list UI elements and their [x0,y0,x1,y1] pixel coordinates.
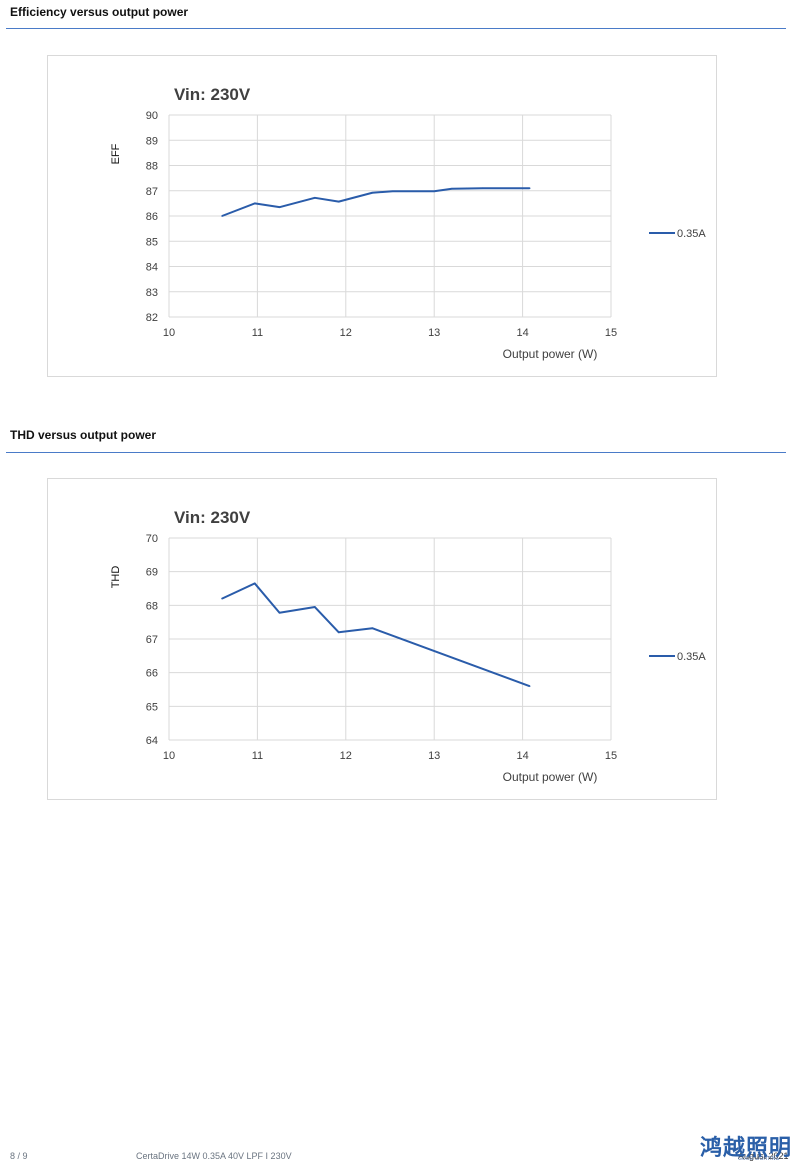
data-point [371,627,374,630]
data-point [314,197,316,199]
y-tick-label: 90 [146,110,158,122]
data-point [482,187,484,190]
y-tick-label: 64 [146,735,158,747]
y-tick-label: 67 [146,634,158,646]
y-tick-label: 87 [146,186,158,198]
data-point [451,187,453,190]
data-point [221,597,223,600]
chart-svg-efficiency: Vin: 230V 10 11 12 13 14 15 82 83 84 85 86 87 88 89 90 O… [110,85,706,361]
y-tick-label: 84 [146,262,158,274]
x-tick-label: 14 [516,750,528,762]
footer-document-name: CertaDrive 14W 0.35A 40V LPF I 230V [136,1151,292,1161]
data-point [528,685,531,687]
series-line-1 [221,582,531,688]
data-point [433,190,436,193]
x-tick-label: 10 [163,327,175,339]
y-axis-label: EFF [110,143,122,164]
x-tick-label: 12 [340,750,352,762]
y-tick-label: 82 [146,312,158,324]
y-tick-label: 70 [146,533,158,545]
data-point [253,582,256,585]
y-tick-label: 66 [146,668,158,680]
footer-page-number: 8 / 9 [10,1151,28,1161]
chart-title: Vin: 230V [174,508,251,527]
x-tick-label: 13 [428,327,440,339]
x-tick-label: 15 [605,750,617,762]
section-title-thd: THD versus output power [10,428,157,442]
x-axis-label: Output power (W) [503,347,598,361]
data-point [337,631,340,634]
data-point [337,200,340,203]
section-rule [6,28,786,29]
data-point [391,190,394,193]
brand-logo-subtitle: GOOD LIGHTING [738,1156,780,1162]
brand-logo: 鸿越照明 [700,1136,793,1161]
chart-svg-thd: Vin: 230V 10 11 12 13 14 15 64 65 66 67 68 69 70 Outpu… [110,508,706,784]
x-tick-label: 10 [163,750,175,762]
section-title-efficiency: Efficiency versus output power [10,5,189,19]
series-line-1 [221,187,530,217]
data-point [253,202,256,205]
chart-title: Vin: 230V [174,85,251,104]
chart-thd: Vin: 230V 10 11 12 13 14 15 64 65 66 67 68 69 70 Outpu… [47,478,717,800]
x-tick-label: 11 [252,750,263,762]
x-axis-label: Output power (W) [503,770,598,784]
data-point [314,606,316,608]
y-tick-label: 89 [146,135,158,147]
y-axis-label: THD [110,566,122,589]
data-point [278,611,281,614]
data-point [278,206,281,208]
y-tick-label: 85 [146,236,158,248]
x-tick-label: 13 [428,750,440,762]
x-tick-label: 12 [340,327,352,339]
x-tick-label: 14 [516,327,528,339]
y-tick-label: 83 [146,287,158,299]
y-tick-label: 68 [146,600,158,612]
x-tick-label: 15 [605,327,617,339]
y-tick-label: 65 [146,701,158,713]
data-point [221,215,223,217]
chart-efficiency: Vin: 230V 10 11 12 13 14 15 82 83 84 85 86 87 88 89 90 O… [47,55,717,377]
data-point [371,191,374,194]
footer-date: August 2021 [738,1151,789,1161]
x-tick-label: 11 [252,327,263,339]
y-tick-label: 88 [146,161,158,173]
y-tick-label: 69 [146,567,158,579]
y-tick-label: 86 [146,211,158,223]
section-rule [6,452,786,453]
legend-label: 0.35A [677,228,706,240]
data-point [528,187,531,190]
legend-label: 0.35A [677,651,706,663]
